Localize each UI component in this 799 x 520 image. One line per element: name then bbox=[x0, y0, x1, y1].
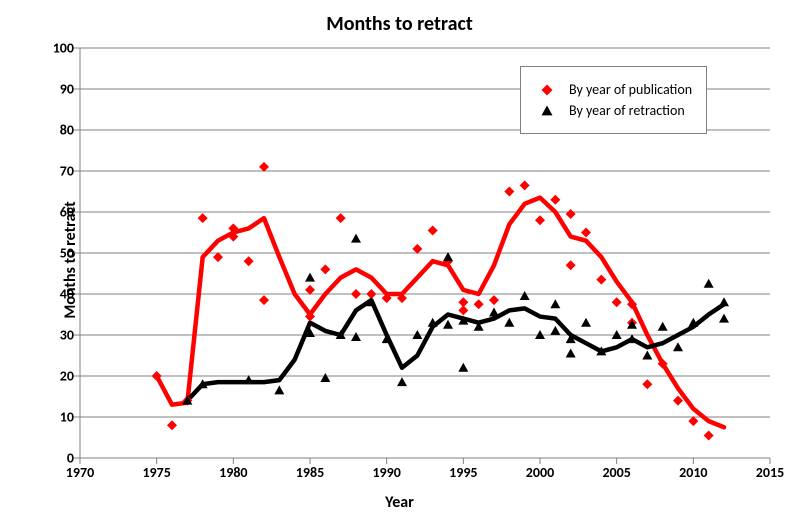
y-tick-label: 90 bbox=[60, 81, 74, 98]
x-tick-label: 1985 bbox=[296, 464, 324, 481]
x-tick-label: 1995 bbox=[449, 464, 477, 481]
legend: By year of publication By year of retract… bbox=[520, 66, 707, 134]
y-tick-label: 70 bbox=[60, 163, 74, 180]
diamond-icon bbox=[535, 83, 559, 97]
legend-item: By year of publication bbox=[535, 81, 692, 98]
chart-container: Months to retract Months to retract Year… bbox=[0, 0, 799, 520]
x-tick-label: 1975 bbox=[142, 464, 170, 481]
y-tick-label: 50 bbox=[60, 245, 74, 262]
chart-title: Months to retract bbox=[0, 12, 799, 36]
triangle-icon bbox=[535, 104, 559, 118]
y-tick-label: 100 bbox=[53, 40, 74, 57]
x-tick-label: 1970 bbox=[66, 464, 94, 481]
legend-item: By year of retraction bbox=[535, 102, 692, 119]
x-tick-label: 1990 bbox=[372, 464, 400, 481]
y-tick-label: 60 bbox=[60, 204, 74, 221]
y-tick-label: 40 bbox=[60, 286, 74, 303]
x-tick-label: 2015 bbox=[756, 464, 784, 481]
y-tick-label: 10 bbox=[60, 409, 74, 426]
x-axis-label: Year bbox=[0, 493, 799, 512]
x-tick-label: 2005 bbox=[602, 464, 630, 481]
y-tick-label: 20 bbox=[60, 368, 74, 385]
legend-label: By year of publication bbox=[569, 81, 692, 98]
y-tick-label: 30 bbox=[60, 327, 74, 344]
x-tick-label: 1980 bbox=[219, 464, 247, 481]
x-tick-label: 2000 bbox=[526, 464, 554, 481]
legend-label: By year of retraction bbox=[569, 102, 685, 119]
x-tick-label: 2010 bbox=[679, 464, 707, 481]
y-tick-label: 80 bbox=[60, 122, 74, 139]
